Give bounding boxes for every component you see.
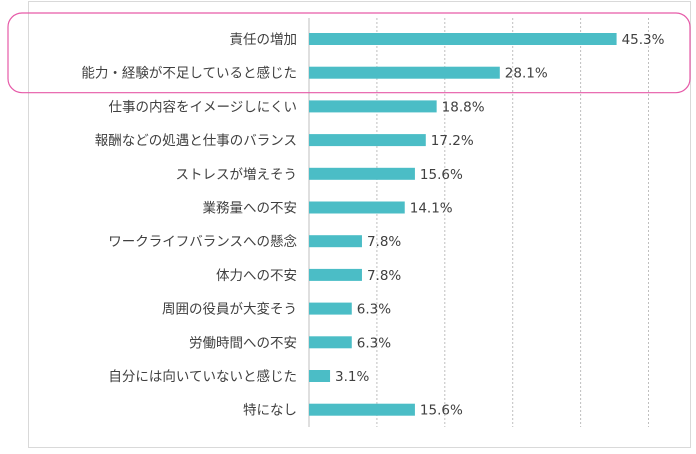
value-label: 14.1%: [410, 201, 453, 217]
category-label: 責任の増加: [230, 32, 298, 48]
category-label: 業務量への不安: [203, 201, 298, 217]
bar: [309, 33, 617, 45]
category-label: ワークライフバランスへの懸念: [108, 233, 297, 250]
value-label: 6.3%: [357, 335, 391, 351]
bar: [309, 268, 362, 281]
bar: [309, 235, 362, 248]
value-label: 6.3%: [357, 302, 391, 318]
value-label: 15.6%: [420, 403, 463, 419]
category-label: 能力・経験が不足していると感じた: [81, 65, 297, 82]
category-label: 特になし: [243, 403, 297, 419]
category-label: 労働時間への不安: [189, 335, 297, 351]
bar: [309, 134, 426, 147]
bar: [309, 336, 352, 349]
category-label: ストレスが増えそう: [176, 167, 298, 183]
value-label: 17.2%: [431, 133, 474, 149]
highlight-box: [7, 12, 691, 94]
bar: [309, 100, 437, 113]
value-label: 28.1%: [505, 66, 548, 82]
value-label: 18.8%: [442, 99, 485, 115]
category-label: 仕事の内容をイメージしにくい: [109, 98, 297, 115]
bar: [309, 403, 415, 416]
category-label: 報酬などの処遇と仕事のバランス: [95, 133, 297, 149]
bar: [309, 302, 352, 315]
category-label: 体力への不安: [216, 268, 297, 284]
category-label: 自分には向いていないと感じた: [108, 368, 297, 385]
bar: [309, 167, 415, 180]
value-label: 7.8%: [367, 234, 401, 250]
bar: [309, 201, 405, 214]
bar: [309, 66, 500, 79]
value-label: 3.1%: [335, 369, 369, 385]
value-label: 45.3%: [622, 32, 665, 48]
value-label: 15.6%: [420, 167, 463, 183]
value-label: 7.8%: [367, 268, 401, 284]
bar: [309, 370, 331, 382]
category-label: 周囲の役員が大変そう: [162, 301, 297, 318]
